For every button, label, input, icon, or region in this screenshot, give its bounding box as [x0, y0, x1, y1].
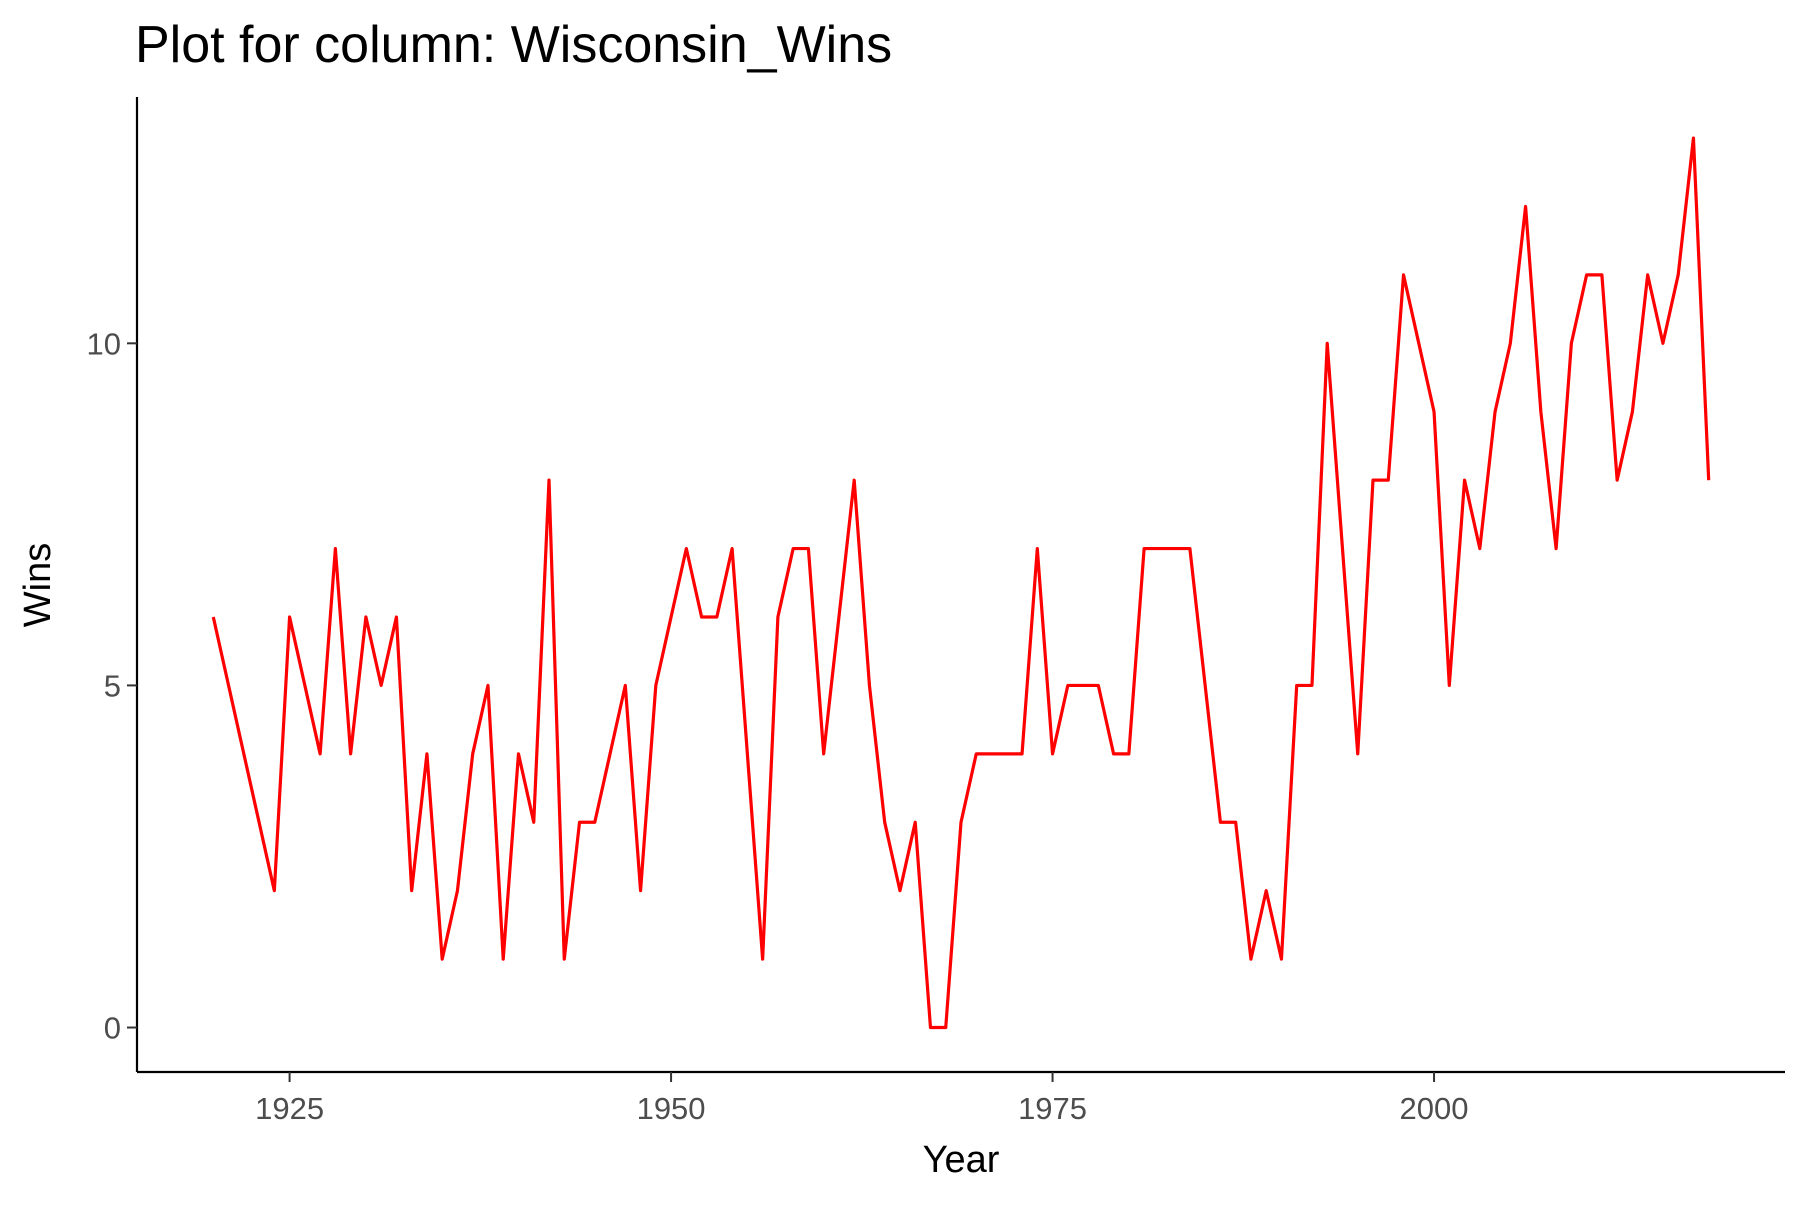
x-axis-title: Year	[923, 1139, 1000, 1181]
x-tick-label: 1975	[1018, 1091, 1087, 1126]
x-tick-label: 1925	[255, 1091, 324, 1126]
y-axis-ticks: 0 5 10	[87, 326, 137, 1046]
y-tick-label: 0	[104, 1011, 121, 1046]
y-tick-label: 10	[87, 326, 121, 361]
plot-area: 1925 1950 1975 2000 0 5 10	[87, 97, 1785, 1126]
y-tick-label: 5	[104, 668, 121, 703]
x-axis-ticks: 1925 1950 1975 2000	[255, 1072, 1469, 1126]
series-layer	[211, 136, 1711, 1030]
x-tick-label: 1950	[637, 1091, 706, 1126]
chart-title: Plot for column: Wisconsin_Wins	[135, 16, 892, 74]
x-tick-label: 2000	[1400, 1091, 1469, 1126]
series-line	[211, 136, 1711, 1030]
y-axis-title: Wins	[17, 543, 59, 627]
